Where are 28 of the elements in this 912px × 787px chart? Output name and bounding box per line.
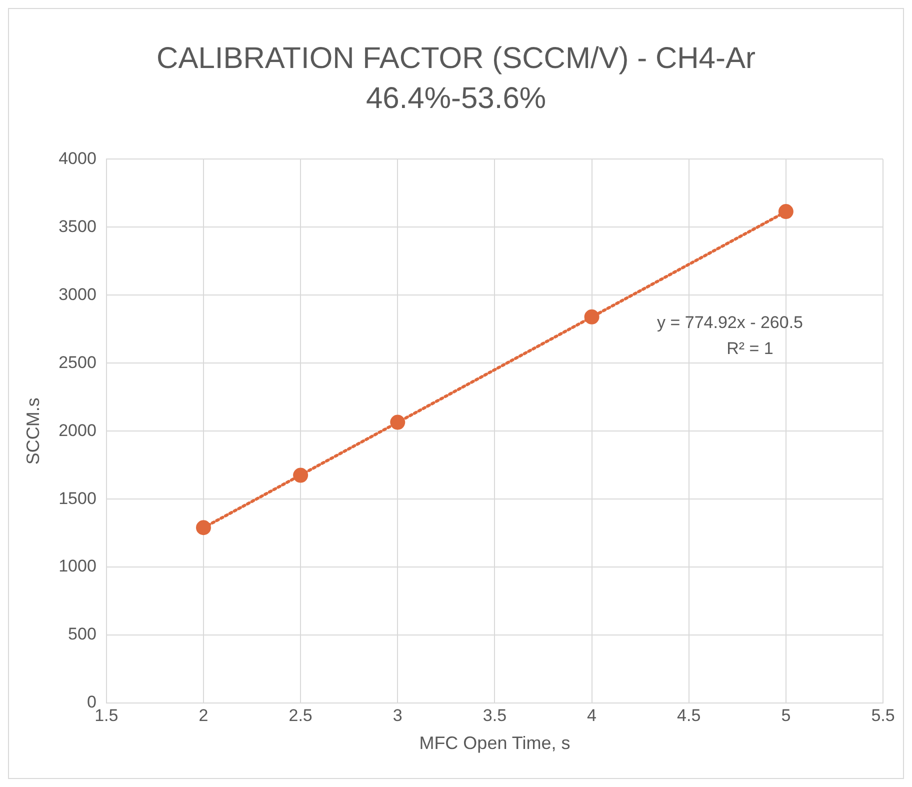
y-tick-label: 2500: [58, 352, 96, 372]
x-tick-label: 4: [587, 706, 597, 725]
point: [196, 520, 211, 536]
y-tick-label: 500: [68, 624, 96, 644]
x-tick-label: 3.5: [482, 706, 507, 725]
point: [390, 414, 406, 430]
x-tick-label: 4.5: [677, 706, 701, 725]
annotation: y = 774.92x - 260.5: [657, 312, 804, 332]
y-axis-title: SCCM.s: [22, 398, 43, 465]
x-tick-label: 5: [781, 706, 791, 725]
y-tick-label: 2000: [58, 420, 96, 440]
x-axis-title: MFC Open Time, s: [419, 733, 570, 754]
x-tick-label: 2.5: [288, 706, 312, 725]
x-tick-label: 1.5: [94, 706, 118, 725]
y-tick-label: 4000: [58, 148, 96, 168]
x-tick-label: 2: [198, 706, 208, 725]
point: [293, 468, 308, 483]
y-tick-label: 3500: [58, 216, 96, 236]
chart-title: CALIBRATION FACTOR (SCCM/V) - CH4-Ar 46.4%-53.6%: [156, 41, 756, 117]
point: [778, 204, 794, 220]
y-tick-label: 1000: [58, 556, 96, 576]
y-tick-label: 0: [86, 692, 96, 712]
x-tick-label: 5.5: [871, 706, 895, 725]
point: [584, 309, 600, 324]
y-tick-label: 1500: [58, 488, 96, 508]
annotation: R² = 1: [726, 338, 774, 358]
y-tick-label: 3000: [58, 284, 96, 304]
x-tick-label: 3: [392, 706, 402, 725]
